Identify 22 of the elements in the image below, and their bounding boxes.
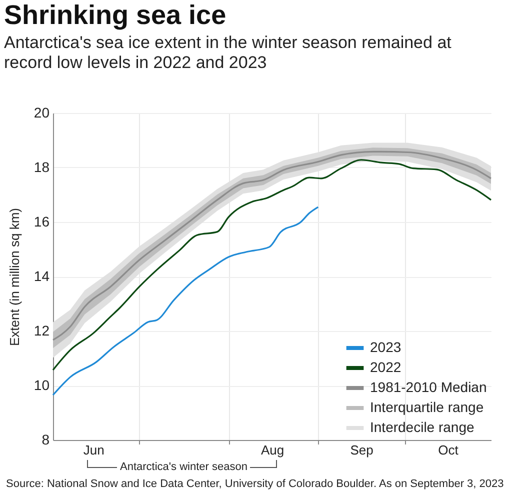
y-tick-label: 16 — [34, 214, 50, 230]
y-tick-label: 12 — [34, 322, 50, 338]
line-series — [52, 206, 319, 396]
y-tick-label: 8 — [42, 432, 50, 448]
y-tick-label: 14 — [34, 268, 50, 284]
legend-label: Interdecile range — [370, 419, 475, 435]
chart-subtitle: Antarctica's sea ice extent in the winter season remained at record low levels in 2022 and 2023 — [4, 33, 452, 73]
chart-title: Shrinking sea ice — [4, 0, 226, 31]
legend-label: 1981-2010 Median — [370, 379, 487, 395]
legend-label: 2023 — [370, 339, 402, 355]
x-tick-label: Sep — [350, 442, 374, 458]
x-tick-label: Oct — [438, 442, 459, 458]
y-tick-label: 10 — [34, 377, 50, 393]
x-tick-label: Jun — [83, 442, 104, 458]
legend-label: Interquartile range — [370, 399, 484, 415]
y-tick-label: 18 — [34, 159, 50, 175]
y-axis-title: Extent (in million sq km) — [6, 208, 22, 346]
y-tick-label: 20 — [34, 104, 50, 120]
legend-label: 2022 — [370, 359, 402, 375]
source-note: Source: National Snow and Ice Data Center, University of Colorado Boulder. As on September 3, 2023 — [6, 478, 504, 490]
text: Antarctica's winter season — [117, 461, 250, 473]
x-tick-label: Aug — [260, 442, 284, 458]
